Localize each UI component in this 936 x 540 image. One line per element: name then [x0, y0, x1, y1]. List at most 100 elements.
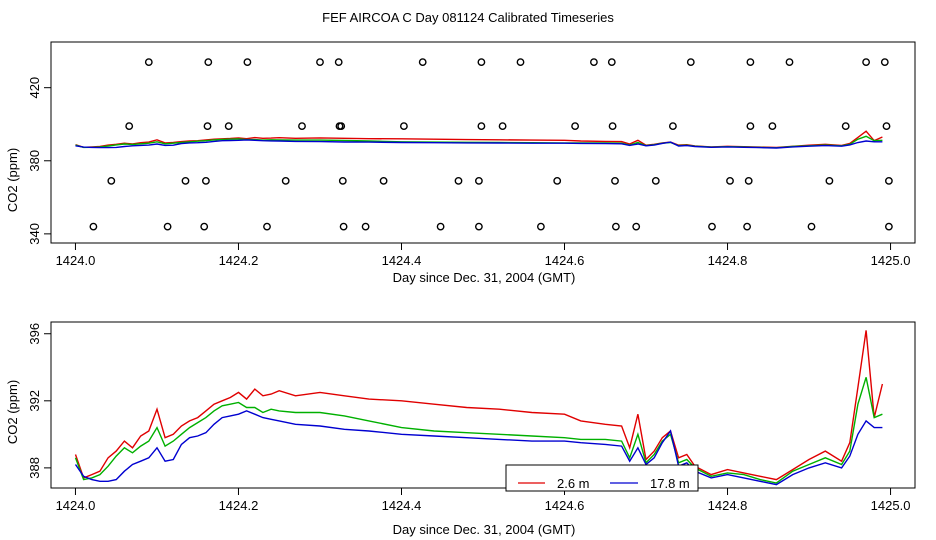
calibration-point [181, 176, 190, 185]
legend-box [505, 464, 699, 492]
y-tick-label: 340 [27, 223, 42, 245]
calibration-point [882, 122, 891, 131]
calibration-point [298, 122, 306, 131]
x-tick-label: 1424.0 [56, 498, 96, 513]
calibration-point [379, 176, 388, 185]
calibration-point [263, 222, 271, 231]
x-tick-label: 1424.4 [382, 253, 422, 268]
calibration-point [125, 122, 134, 131]
panel-top: 1424.0 1424.2 1424.4 1424.6 1424.8 1425.0 340… [5, 41, 916, 285]
calibration-point [361, 222, 370, 231]
y-axis-bottom: 388 392 396 [27, 323, 51, 479]
plot-frame-top [50, 41, 916, 244]
calibration-point [418, 58, 427, 66]
series-lines-top [75, 130, 883, 149]
x-axis-bottom: 1424.0 1424.2 1424.4 1424.6 1424.8 1425.0 [56, 488, 911, 513]
y-axis-label-top: CO2 (ppm) [5, 148, 20, 212]
calibration-point [537, 222, 545, 231]
x-axis-top: 1424.0 1424.2 1424.4 1424.6 1424.8 1425.0 [56, 243, 911, 268]
calibration-point [516, 58, 525, 66]
calibration-point [224, 122, 233, 131]
calibration-point [612, 222, 620, 231]
calibration-point [708, 222, 716, 231]
calibration-point [281, 176, 290, 185]
legend: 2.6 m 17.8 m [505, 464, 699, 492]
calibration-point [163, 222, 172, 231]
legend-label-2-6m: 2.6 m [557, 476, 590, 491]
calibration-point [885, 176, 893, 185]
legend-label-17-8m: 17.8 m [650, 476, 690, 491]
calibration-point [474, 222, 483, 231]
panel-bottom: 1424.0 1424.2 1424.4 1424.6 1424.8 1425.0 388… [5, 321, 916, 537]
calibration-point [553, 176, 562, 185]
calibration-point [203, 122, 212, 131]
calibration-point [807, 222, 816, 231]
calibration-point [399, 122, 408, 131]
calibration-point [825, 176, 834, 185]
calibration-point [744, 176, 753, 185]
x-tick-label: 1424.6 [545, 498, 585, 513]
x-tick-label: 1424.2 [219, 253, 259, 268]
calibration-point [590, 58, 598, 66]
y-axis-label-bottom: CO2 (ppm) [5, 380, 20, 444]
calibration-point [746, 58, 755, 66]
series-lines-bottom [74, 330, 884, 486]
calibration-point [144, 58, 153, 66]
y-tick-label: 380 [27, 150, 42, 172]
series-line-bottom-2 [74, 410, 883, 486]
calibration-point [880, 58, 889, 66]
calibration-point [89, 222, 98, 231]
calibration-point [334, 58, 343, 66]
x-axis-label-top: Day since Dec. 31, 2004 (GMT) [393, 270, 576, 285]
calibration-point [204, 58, 213, 66]
x-tick-label: 1425.0 [871, 498, 911, 513]
x-axis-label-bottom: Day since Dec. 31, 2004 (GMT) [393, 522, 576, 537]
calibration-point [768, 122, 777, 131]
series-line-top-0 [75, 130, 883, 149]
calibration-point [477, 122, 486, 131]
calibration-point [243, 58, 252, 66]
x-tick-label: 1424.8 [708, 253, 748, 268]
calibration-point [436, 222, 445, 231]
calibration-point [669, 122, 677, 131]
x-tick-label: 1425.0 [871, 253, 911, 268]
calibration-point [611, 176, 619, 185]
calibration-point [200, 222, 209, 231]
calibration-point [608, 122, 617, 131]
calibration-point [841, 122, 850, 131]
calibration-point [201, 176, 210, 185]
y-tick-label: 396 [27, 323, 42, 345]
calibration-point [726, 176, 734, 185]
y-tick-label: 392 [27, 390, 42, 412]
plot-frame-bottom [50, 321, 916, 489]
calibration-point [477, 58, 486, 66]
calibration-point [316, 58, 324, 66]
calibration-point [107, 176, 116, 185]
calibration-point [474, 176, 483, 185]
calibration-point [337, 122, 346, 131]
x-tick-label: 1424.2 [219, 498, 259, 513]
calibration-points [89, 58, 893, 231]
calibration-point [785, 58, 794, 66]
x-tick-label: 1424.6 [545, 253, 585, 268]
calibration-point [454, 176, 463, 185]
x-tick-label: 1424.0 [56, 253, 96, 268]
calibration-point [498, 122, 507, 131]
calibration-point [651, 176, 660, 185]
calibration-point [885, 222, 893, 231]
calibration-point [746, 122, 755, 131]
x-tick-label: 1424.8 [708, 498, 748, 513]
x-tick-label: 1424.4 [382, 498, 422, 513]
calibration-point [571, 122, 579, 131]
calibration-point [743, 222, 751, 231]
figure-title: FEF AIRCOA C Day 081124 Calibrated Times… [322, 10, 614, 25]
calibration-point [339, 222, 348, 231]
series-line-top-2 [75, 139, 883, 149]
series-line-bottom-0 [74, 330, 884, 481]
y-tick-label: 420 [27, 77, 42, 99]
y-tick-label: 388 [27, 457, 42, 479]
y-axis-top: 340 380 420 [27, 77, 51, 245]
series-line-bottom-1 [74, 377, 883, 484]
calibration-point [686, 58, 695, 66]
